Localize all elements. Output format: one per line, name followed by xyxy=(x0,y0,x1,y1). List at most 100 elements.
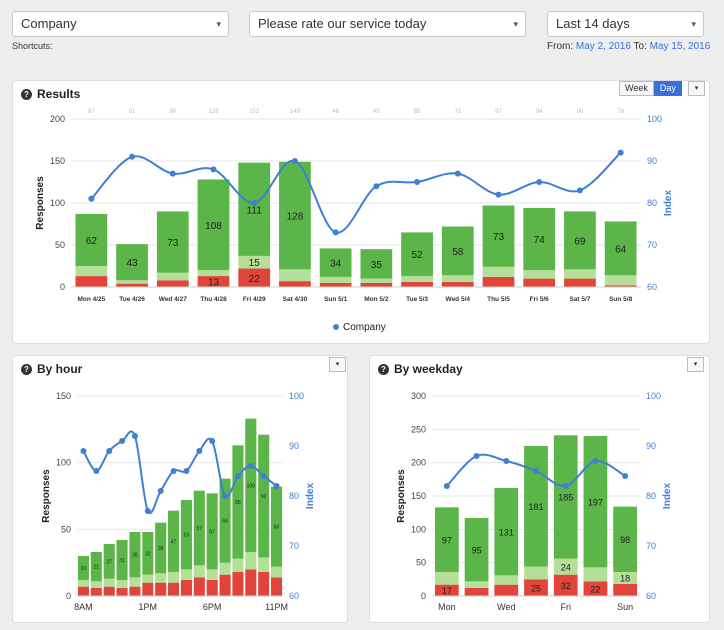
index-point xyxy=(273,483,280,489)
bar-detractors xyxy=(238,268,271,287)
bar-promoters xyxy=(219,478,231,563)
bar-promoters xyxy=(155,522,167,574)
bar-value-label: 31 xyxy=(119,558,125,564)
by-weekday-menu-button[interactable]: ▾ xyxy=(687,357,704,372)
index-point xyxy=(291,158,298,164)
bar-passives xyxy=(604,275,637,286)
date-range-select[interactable]: Last 14 days ▾ xyxy=(547,11,704,37)
company-select[interactable]: Company ▾ xyxy=(12,11,229,37)
bar-detractors xyxy=(494,584,519,596)
bar-promoters xyxy=(116,540,128,580)
y-tick-label: 200 xyxy=(50,114,65,124)
bar-promoters xyxy=(464,518,489,582)
y2-tick-label: 90 xyxy=(646,441,656,451)
y-tick-label: 0 xyxy=(421,591,426,601)
bar-detractors xyxy=(523,278,556,287)
chevron-down-icon: ▾ xyxy=(216,19,221,29)
y2-axis-title: Index xyxy=(305,483,316,510)
index-point xyxy=(454,170,461,177)
help-icon[interactable]: ? xyxy=(378,363,389,375)
help-icon[interactable]: ? xyxy=(21,363,32,375)
index-point xyxy=(169,170,176,177)
bar-value-label: 108 xyxy=(205,221,222,232)
bar-total-label: 51 xyxy=(129,109,136,115)
from-date-link[interactable]: May 2, 2016 xyxy=(575,41,631,52)
week-button[interactable]: Week xyxy=(619,81,654,96)
y-tick-label: 150 xyxy=(411,491,426,501)
to-date-link[interactable]: May 15, 2016 xyxy=(649,41,711,52)
by-hour-title-text: By hour xyxy=(37,362,83,376)
help-icon[interactable]: ? xyxy=(21,88,32,100)
bar-passives xyxy=(360,278,393,283)
y-axis-title: Responses xyxy=(41,469,52,523)
bar-detractors xyxy=(129,586,141,596)
question-select[interactable]: Please rate our service today ▾ xyxy=(249,11,526,37)
bar-total-label: 90 xyxy=(577,109,584,115)
index-point xyxy=(495,191,502,198)
results-menu-button[interactable]: ▾ xyxy=(688,81,705,96)
bar-promoters xyxy=(156,211,189,273)
bar-value-label: 15 xyxy=(249,258,261,269)
by-hour-menu-button[interactable]: ▾ xyxy=(329,357,346,372)
bar-passives xyxy=(193,565,205,578)
y-tick-label: 0 xyxy=(60,282,65,292)
index-point xyxy=(183,468,190,474)
index-point xyxy=(247,463,254,469)
bar-value-label: 60 xyxy=(274,525,280,531)
bar-promoters xyxy=(193,490,205,566)
bar-promoters xyxy=(168,510,180,572)
y2-tick-label: 70 xyxy=(289,541,299,551)
bar-value-label: 17 xyxy=(442,586,452,596)
bar-passives xyxy=(319,276,352,283)
bar-passives xyxy=(142,574,154,583)
shortcuts-label: Shortcuts: xyxy=(12,41,53,51)
bar-total-label: 149 xyxy=(290,109,301,115)
index-point xyxy=(93,468,100,474)
x-tick-label: Thu 4/28 xyxy=(200,296,227,303)
bar-passives xyxy=(219,562,231,575)
y2-tick-label: 90 xyxy=(647,156,657,166)
bar-total-label: 97 xyxy=(495,109,502,115)
bar-promoters xyxy=(553,435,578,559)
index-point xyxy=(503,458,510,464)
bar-passives xyxy=(197,270,230,277)
bar-detractors xyxy=(564,278,596,287)
index-point xyxy=(332,229,339,236)
results-title: ? Results xyxy=(21,87,80,101)
bar-promoters xyxy=(523,208,556,271)
bar-value-label: 13 xyxy=(208,278,220,289)
bar-passives xyxy=(258,557,270,572)
bar-passives xyxy=(441,275,474,282)
bar-value-label: 52 xyxy=(412,250,424,261)
bar-promoters xyxy=(245,418,257,552)
bar-detractors xyxy=(553,574,578,596)
bar-total-label: 65 xyxy=(414,109,421,115)
index-point xyxy=(533,468,539,474)
index-point xyxy=(144,508,151,514)
y-tick-label: 50 xyxy=(61,524,71,534)
bar-value-label: 111 xyxy=(247,205,263,216)
bar-passives xyxy=(245,552,257,570)
bar-value-label: 35 xyxy=(371,260,383,271)
bar-detractors xyxy=(156,280,189,287)
x-tick-label: Mon xyxy=(438,602,456,612)
bar-value-label: 100 xyxy=(247,483,256,489)
index-point xyxy=(373,183,380,190)
bar-value-label: 74 xyxy=(534,235,546,246)
bar-promoters xyxy=(238,162,271,256)
index-point xyxy=(260,473,267,479)
period-toggle: Week Day xyxy=(619,81,682,96)
day-button[interactable]: Day xyxy=(653,81,682,96)
index-point xyxy=(234,473,241,479)
by-hour-panel: ? By hour ▾ 0 50 100 150 60 70 80 90 100 Response… xyxy=(12,355,348,623)
x-tick-label: Wed 4/27 xyxy=(159,296,187,303)
bar-value-label: 97 xyxy=(442,535,452,545)
bar-detractors xyxy=(180,580,192,596)
bar-passives xyxy=(583,567,608,582)
bar-detractors xyxy=(279,281,311,287)
bar-detractors xyxy=(168,582,180,596)
y2-tick-label: 100 xyxy=(289,391,304,401)
y-axis-title: Responses xyxy=(35,176,46,230)
x-tick-label: Mon 4/25 xyxy=(77,296,105,303)
bar-passives xyxy=(524,566,548,580)
